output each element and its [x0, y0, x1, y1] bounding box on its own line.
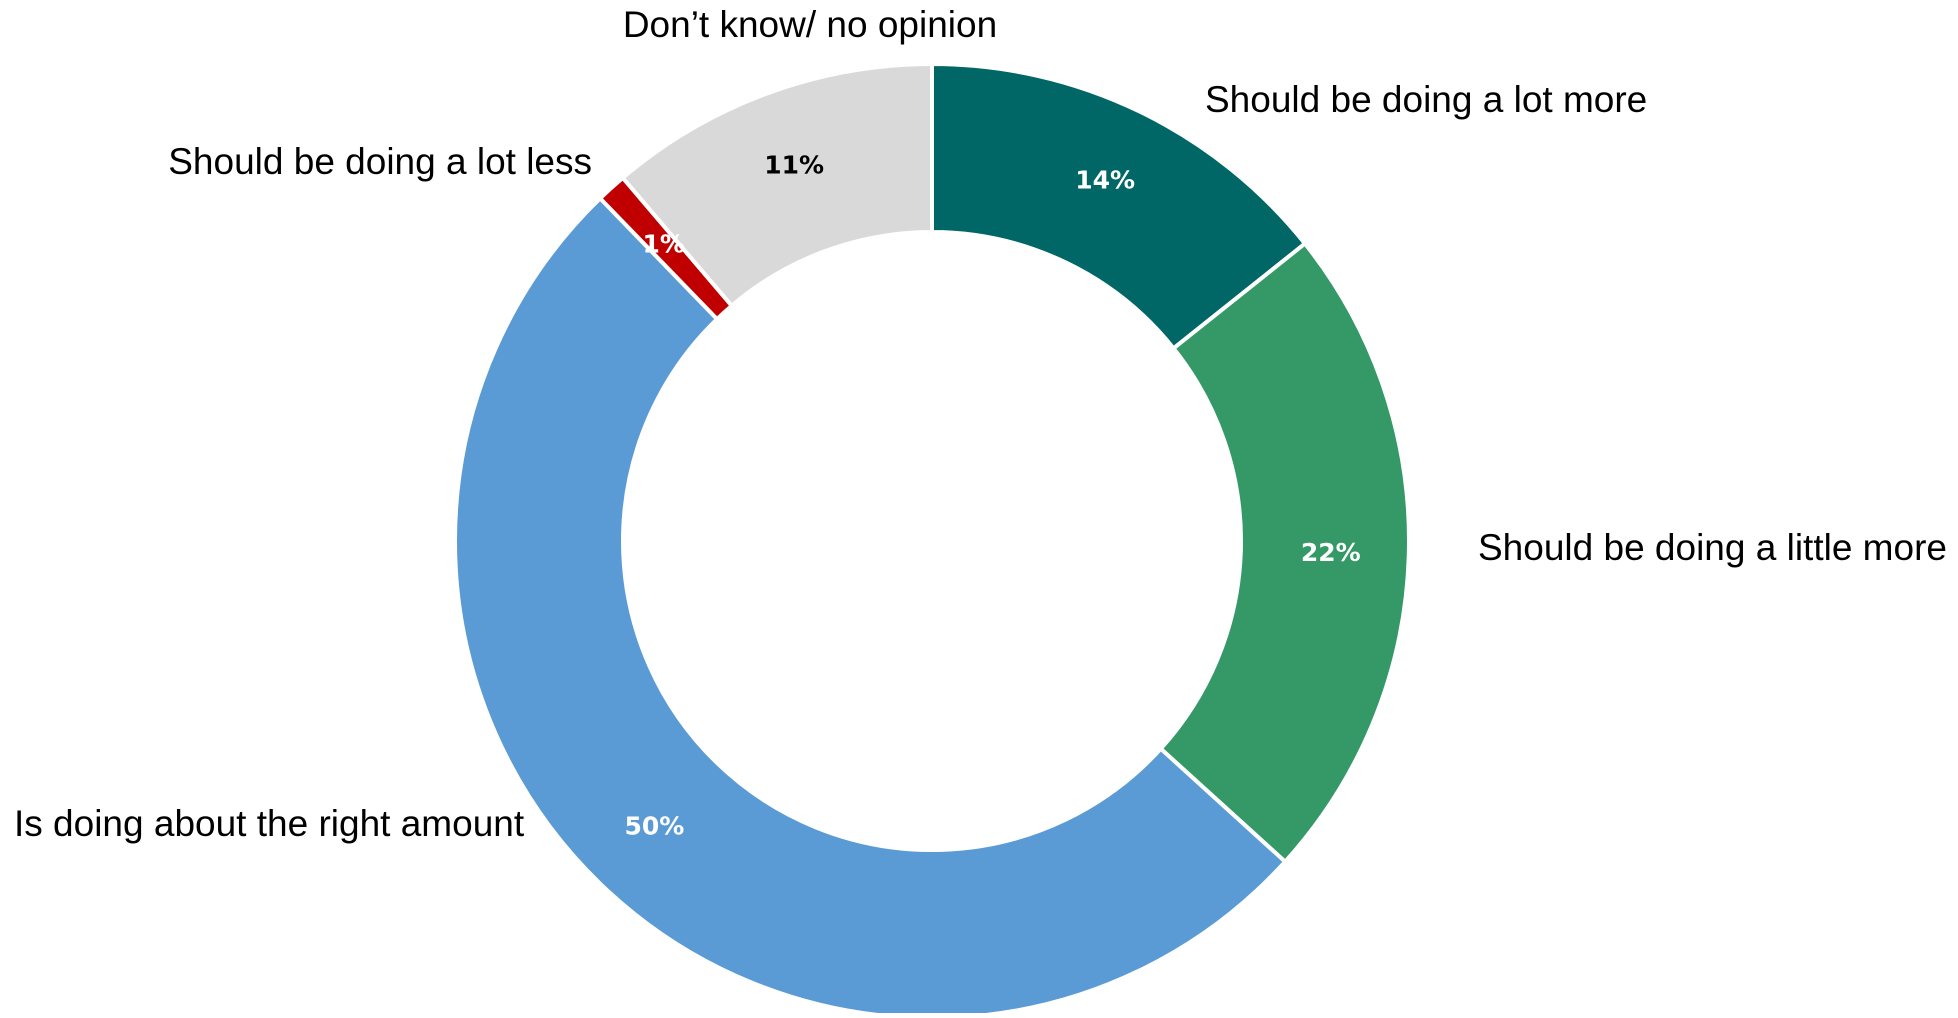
slice-1 — [1157, 240, 1411, 865]
category-label-dont-know: Don’t know/ no opinion — [623, 4, 997, 45]
category-label-lot-less: Should be doing a lot less — [168, 141, 592, 182]
category-label-lot-more: Should be doing a lot more — [1205, 79, 1647, 120]
category-label-little-more: Should be doing a little more — [1478, 527, 1947, 568]
value-label-1: 22% — [1301, 538, 1361, 567]
value-label-0: 14% — [1075, 166, 1135, 195]
slice-0 — [930, 61, 1308, 352]
percent-labels: 14% 22% 50% 1% 11% — [625, 151, 1361, 841]
category-label-right-amount: Is doing about the right amount — [14, 803, 525, 844]
value-label-3: 1% — [643, 230, 685, 259]
slice-4 — [619, 61, 934, 309]
donut-slices — [453, 61, 1411, 1018]
value-label-2: 50% — [625, 812, 685, 841]
value-label-4: 11% — [764, 151, 824, 180]
